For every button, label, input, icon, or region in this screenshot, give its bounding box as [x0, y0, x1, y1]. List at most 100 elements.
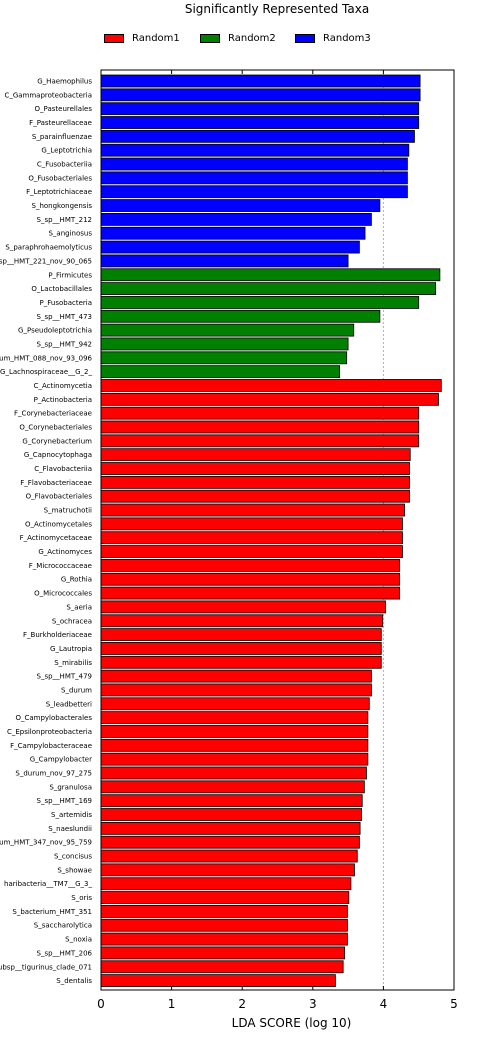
bar-17: [100, 296, 420, 309]
category-label-26: O_Corynebacteriales: [19, 424, 92, 432]
bar-7: [100, 157, 408, 171]
category-label-60: S_oris: [71, 894, 92, 902]
bar-39: [100, 600, 386, 614]
category-label-35: G_Actinomyces: [38, 548, 92, 556]
category-label-59: haribacteria__TM7__G_3_: [4, 880, 92, 888]
category-label-22: G_Lachnospiraceae__G_2_: [0, 368, 92, 376]
bar-38: [100, 586, 401, 600]
bar-40: [100, 614, 384, 628]
category-label-46: S_leadbetteri: [46, 700, 92, 708]
category-label-18: S_sp__HMT_473: [37, 313, 92, 321]
bar-29: [100, 462, 410, 475]
bar-56: [100, 835, 360, 849]
plot-frame: [100, 69, 455, 991]
bar-35: [100, 545, 403, 558]
category-label-11: S_sp__HMT_212: [37, 216, 92, 224]
category-label-50: G_Campylobacter: [30, 756, 92, 764]
category-label-32: S_matruchotii: [44, 507, 92, 515]
category-label-23: C_Actinomycetia: [34, 382, 92, 390]
bar-23: [100, 379, 442, 392]
category-label-14: sp__HMT_221_nov_90_065: [0, 257, 92, 265]
category-label-10: S_hongkongensis: [32, 202, 93, 210]
category-label-40: S_ochracea: [52, 617, 92, 625]
bar-16: [100, 282, 437, 296]
bar-25: [100, 406, 420, 420]
category-label-34: F_Actinomycetaceae: [20, 534, 92, 542]
bar-14: [100, 254, 349, 268]
category-label-1: G_Haemophilus: [37, 78, 92, 86]
bar-43: [100, 655, 382, 669]
category-label-27: G_Corynebacterium: [22, 437, 92, 445]
bar-37: [100, 572, 401, 586]
category-label-16: O_Lactobacillales: [31, 285, 92, 293]
x-tick-label-1: 1: [168, 997, 176, 1011]
category-label-12: S_anginosus: [48, 230, 92, 238]
category-label-58: S_showae: [57, 866, 92, 874]
bar-63: [100, 932, 348, 946]
category-label-48: C_Epsilonproteobacteria: [7, 728, 92, 736]
bar-65: [100, 960, 344, 974]
bar-8: [100, 171, 408, 185]
category-label-21: um_HMT_088_nov_93_096: [0, 354, 93, 362]
bar-66: [100, 974, 336, 987]
bar-3: [100, 102, 420, 116]
legend-label-random2: Random2: [228, 33, 276, 44]
bar-51: [100, 766, 367, 780]
bar-32: [100, 503, 405, 517]
category-label-41: F_Burkholderiaceae: [23, 631, 92, 639]
category-label-19: G_Pseudoleptotrichia: [18, 327, 92, 335]
bar-47: [100, 711, 369, 725]
bar-64: [100, 946, 345, 960]
bar-52: [100, 780, 365, 794]
bar-26: [100, 420, 420, 434]
x-tick-label-5: 5: [450, 997, 458, 1011]
bar-62: [100, 918, 348, 932]
category-label-7: C_Fusobacteriia: [37, 161, 92, 169]
category-label-37: G_Rothia: [61, 576, 92, 584]
bar-28: [100, 448, 411, 462]
bar-11: [100, 212, 372, 226]
bar-54: [100, 808, 362, 821]
legend-swatch-random3: [295, 33, 315, 43]
bar-20: [100, 337, 349, 351]
x-tick-label-3: 3: [309, 997, 317, 1011]
bar-10: [100, 199, 381, 212]
category-label-61: S_bacterium_HMT_351: [12, 908, 92, 916]
bar-6: [100, 143, 410, 157]
bar-24: [100, 392, 439, 406]
bar-19: [100, 323, 355, 337]
category-label-49: F_Campylobacteraceae: [10, 742, 92, 750]
category-label-52: S_granulosa: [49, 783, 92, 791]
category-label-38: O_Micrococcales: [34, 590, 92, 598]
bar-58: [100, 863, 355, 877]
category-label-15: P_Firmicutes: [48, 271, 92, 279]
category-label-47: O_Campylobacterales: [15, 714, 92, 722]
bar-4: [100, 116, 420, 129]
x-axis-label: LDA SCORE (log 10): [232, 1016, 352, 1030]
category-label-64: S_sp__HMT_206: [37, 949, 93, 957]
category-label-51: S_durum_nov_97_275: [15, 770, 92, 778]
category-label-28: G_Capnocytophaga: [24, 451, 92, 459]
category-label-44: S_sp__HMT_479: [37, 673, 92, 681]
legend-label-random1: Random1: [132, 33, 180, 44]
bar-5: [100, 129, 415, 143]
bar-57: [100, 849, 358, 863]
category-label-8: O_Fusobacteriales: [28, 174, 92, 182]
category-label-25: F_Corynebacteriaceae: [14, 410, 92, 418]
bar-46: [100, 697, 370, 711]
category-label-45: S_durum: [61, 686, 92, 694]
bar-9: [100, 185, 408, 199]
category-label-29: C_Flavobacteriia: [34, 465, 92, 473]
x-tick-label-2: 2: [238, 997, 246, 1011]
bar-42: [100, 642, 382, 655]
legend-label-random3: Random3: [323, 33, 371, 44]
legend-swatch-random2: [200, 33, 220, 43]
bar-53: [100, 794, 363, 808]
category-label-42: G_Lautropia: [50, 645, 92, 653]
bar-50: [100, 752, 369, 766]
bar-60: [100, 891, 350, 904]
bar-36: [100, 559, 401, 572]
category-label-39: S_aeria: [66, 603, 92, 611]
category-label-4: F_Pasteurellaceae: [29, 119, 92, 127]
